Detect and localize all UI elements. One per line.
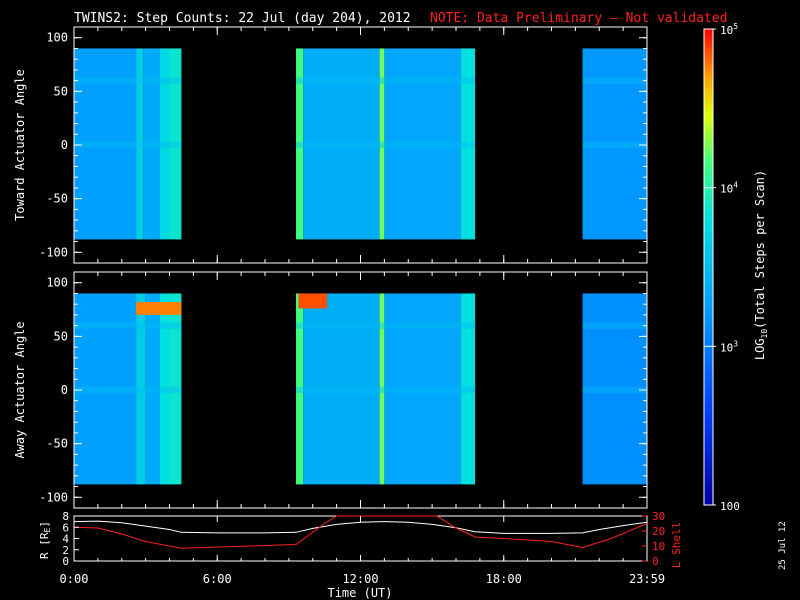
time-tick-label: 12:00 — [342, 572, 378, 586]
heatmap-band — [296, 293, 304, 485]
heatmap-band — [303, 48, 380, 240]
r-tick-label: 6 — [62, 521, 69, 534]
l-tick-label: 0 — [652, 555, 659, 568]
toward-heatmap: 100 50 0 -50 -100 — [39, 26, 648, 264]
heatmap-stripe — [74, 322, 182, 329]
y-tick-label: -100 — [39, 245, 68, 259]
y-tick-label: 100 — [46, 276, 68, 290]
heatmap-band — [582, 48, 647, 240]
time-tick-label: 18:00 — [486, 572, 522, 586]
heatmap-band — [303, 293, 380, 485]
heatmap-stripe — [582, 322, 647, 329]
heatmap-stripe — [74, 77, 182, 84]
colorbar-tick-label: 103 — [720, 339, 738, 354]
heatmap-band — [145, 293, 160, 485]
heatmap-band — [169, 48, 182, 240]
heatmap-band — [169, 293, 182, 485]
heatmap-band — [159, 293, 170, 485]
r-series-line — [73, 520, 648, 534]
colorbar-tick-label: 104 — [720, 181, 738, 196]
colorbar-tick-label: 105 — [720, 22, 738, 37]
y-tick-label: 0 — [61, 383, 68, 397]
heatmap-stripe — [74, 141, 182, 149]
heatmap-band — [136, 48, 144, 240]
heatmap-band — [74, 48, 137, 240]
heatmap-stripe — [582, 386, 647, 394]
heatmap-hotspot — [298, 293, 328, 309]
heatmap-band — [143, 48, 160, 240]
away-ylabel: Away Actuator Angle — [13, 321, 27, 458]
time-tick-label: 6:00 — [203, 572, 232, 586]
y-tick-label: -50 — [46, 192, 68, 206]
heatmap-band — [379, 48, 385, 240]
date-stamp: 25 Jul 12 — [778, 521, 788, 570]
toward-ylabel: Toward Actuator Angle — [13, 69, 27, 221]
time-tick-label: 0:00 — [60, 572, 89, 586]
time-tick-label: 23:59 — [629, 572, 665, 586]
colorbar-tick-label: 100 — [720, 500, 740, 513]
away-heatmap: 100 50 0 -50 -100 — [39, 271, 648, 509]
heatmap-band — [379, 293, 385, 485]
r-tick-label: 0 — [62, 555, 69, 568]
heatmap-stripe — [296, 386, 476, 394]
y-tick-label: 50 — [54, 84, 68, 98]
y-tick-label: 0 — [61, 138, 68, 152]
r-tick-label: 8 — [62, 510, 69, 523]
l-tick-label: 30 — [652, 510, 665, 523]
colorbar-label: LOG10(Total Steps per Scan) — [753, 170, 769, 360]
heatmap-stripe — [582, 141, 647, 149]
heatmap-stripe — [296, 141, 476, 149]
colorbar — [704, 29, 713, 505]
heatmap-stripe — [74, 386, 182, 394]
heatmap-band — [582, 293, 647, 485]
y-tick-label: 50 — [54, 329, 68, 343]
heatmap-stripe — [296, 77, 476, 84]
colorbar-ticks: 105 104 103 100 — [704, 22, 740, 513]
y-tick-label: -50 — [46, 437, 68, 451]
heatmap-stripe — [296, 322, 476, 329]
heatmap-band — [460, 293, 476, 485]
heatmap-band — [74, 293, 137, 485]
l-shell-label: L Shell — [670, 522, 683, 568]
l-tick-label: 10 — [652, 540, 665, 553]
heatmap-band — [384, 293, 461, 485]
r-tick-label: 4 — [62, 533, 69, 546]
heatmap-hotspot — [136, 302, 182, 315]
preliminary-note: NOTE: Data Preliminary – Not validated — [430, 11, 727, 26]
heatmap-band — [136, 293, 146, 485]
figure-title: TWINS2: Step Counts: 22 Jul (day 204), 2… — [74, 11, 411, 26]
heatmap-band — [296, 48, 304, 240]
time-axis-label: Time (UT) — [327, 586, 392, 600]
y-tick-label: -100 — [39, 490, 68, 504]
heatmap-band — [159, 48, 170, 240]
r-tick-label: 2 — [62, 544, 69, 557]
heatmap-stripe — [582, 77, 647, 84]
heatmap-band — [384, 48, 461, 240]
heatmap-band — [460, 48, 476, 240]
y-tick-label: 100 — [46, 31, 68, 45]
ephemeris-frame — [73, 515, 648, 562]
r-axis-label: R [RE] — [38, 521, 52, 559]
l-tick-label: 20 — [652, 525, 665, 538]
l-shell-series-line — [73, 515, 648, 549]
